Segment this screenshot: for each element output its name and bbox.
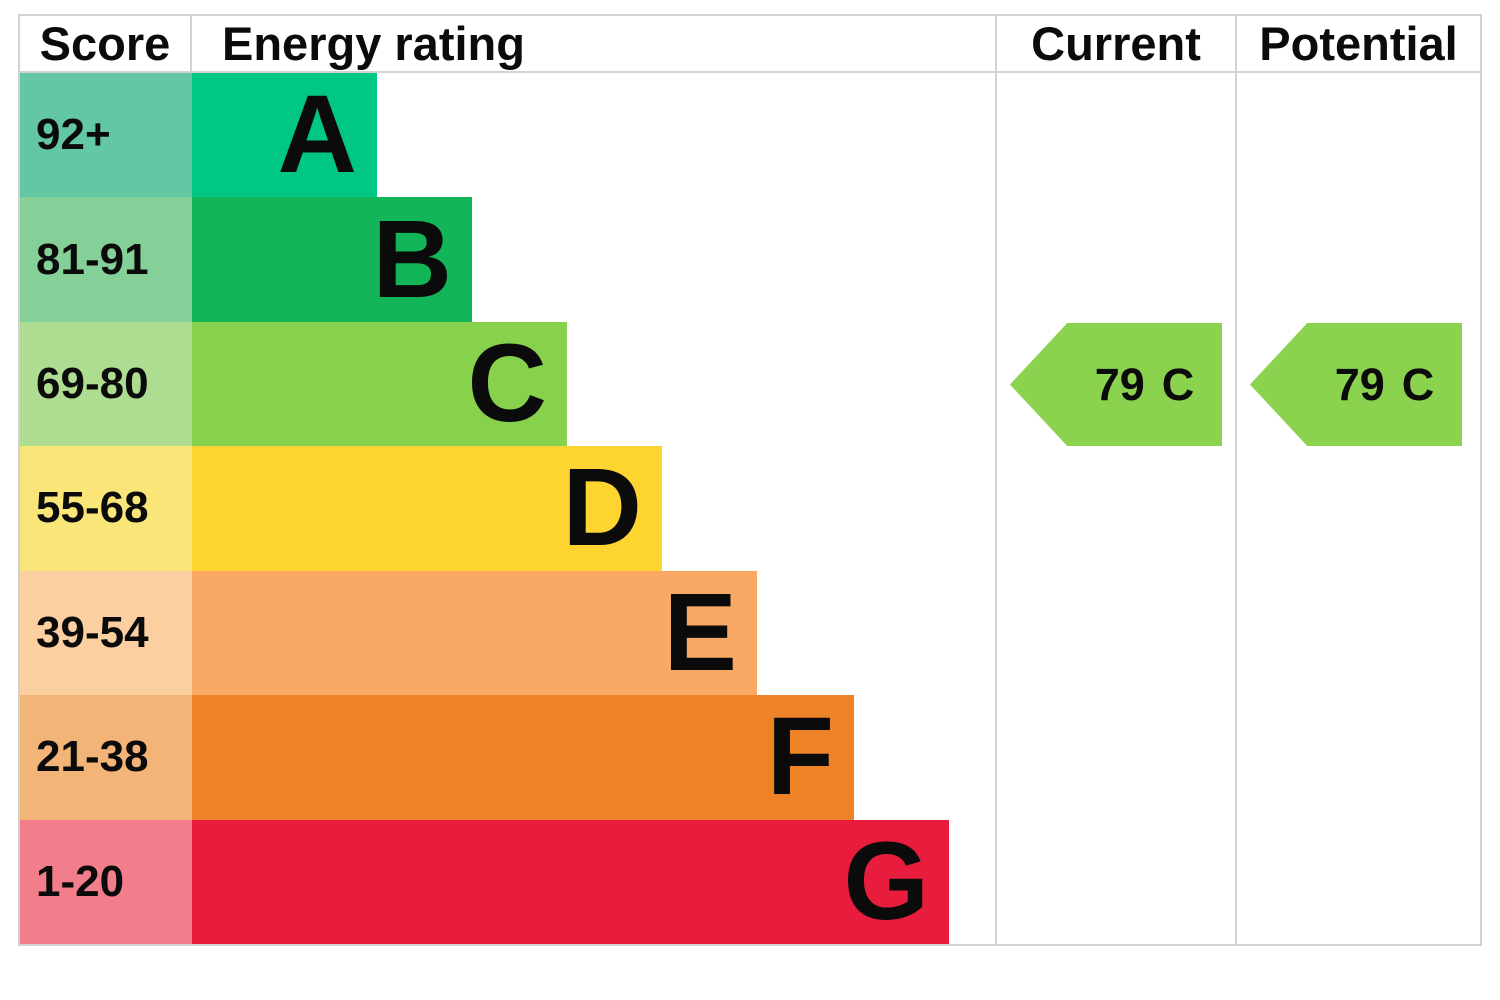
chart-body: 92+ A 81-91 B 69-80 C 55-68 D 39-54 E 21-38 F 1-20 G … xyxy=(20,73,1480,944)
rating-letter-d: D xyxy=(562,446,642,570)
score-range-d: 55-68 xyxy=(20,446,192,571)
rating-letter-g: G xyxy=(843,819,929,943)
score-range-b: 81-91 xyxy=(20,197,192,322)
rating-row-b: 81-91 B xyxy=(20,197,995,322)
rating-row-g: 1-20 G xyxy=(20,819,995,944)
score-range-g: 1-20 xyxy=(20,819,192,944)
rating-bar-g: G xyxy=(192,819,949,944)
rating-row-c: 69-80 C xyxy=(20,321,995,447)
rating-letter-f: F xyxy=(766,695,834,819)
potential-rating-value: 79 xyxy=(1334,358,1385,410)
chart-header-row: Score Energy rating Current Potential xyxy=(20,16,1480,73)
potential-column-header: Potential xyxy=(1235,16,1480,71)
potential-rating-column: 79 C xyxy=(1235,73,1480,944)
score-range-a: 92+ xyxy=(20,73,192,198)
rating-bar-b: B xyxy=(192,197,472,322)
rating-letter-b: B xyxy=(372,197,452,321)
rating-bands-area: 92+ A 81-91 B 69-80 C 55-68 D 39-54 E 21-38 F 1-20 G xyxy=(20,73,995,944)
score-range-e: 39-54 xyxy=(20,570,192,696)
rating-bar-e: E xyxy=(192,570,757,696)
current-rating-arrow: 79 C xyxy=(1010,323,1222,446)
rating-letter-c: C xyxy=(467,322,547,446)
potential-rating-letter: C xyxy=(1401,358,1435,410)
epc-chart: Score Energy rating Current Potential 92… xyxy=(18,14,1482,946)
rating-row-e: 39-54 E xyxy=(20,570,995,696)
rating-row-f: 21-38 F xyxy=(20,695,995,820)
score-column-header: Score xyxy=(20,16,192,71)
rating-row-d: 55-68 D xyxy=(20,446,995,571)
energy-rating-column-header: Energy rating xyxy=(222,17,525,70)
current-column-header: Current xyxy=(995,16,1235,71)
current-rating-value: 79 xyxy=(1094,358,1145,410)
rating-bar-a: A xyxy=(192,73,377,198)
score-range-f: 21-38 xyxy=(20,695,192,820)
current-rating-letter: C xyxy=(1161,358,1195,410)
rating-bar-c: C xyxy=(192,321,567,447)
score-range-c: 69-80 xyxy=(20,321,192,447)
rating-bar-f: F xyxy=(192,695,854,820)
current-rating-column: 79 C xyxy=(995,73,1235,944)
rating-bar-d: D xyxy=(192,446,662,571)
rating-row-a: 92+ A xyxy=(20,73,995,198)
rating-letter-e: E xyxy=(663,570,737,694)
rating-letter-a: A xyxy=(277,73,357,197)
potential-rating-arrow: 79 C xyxy=(1250,323,1462,446)
